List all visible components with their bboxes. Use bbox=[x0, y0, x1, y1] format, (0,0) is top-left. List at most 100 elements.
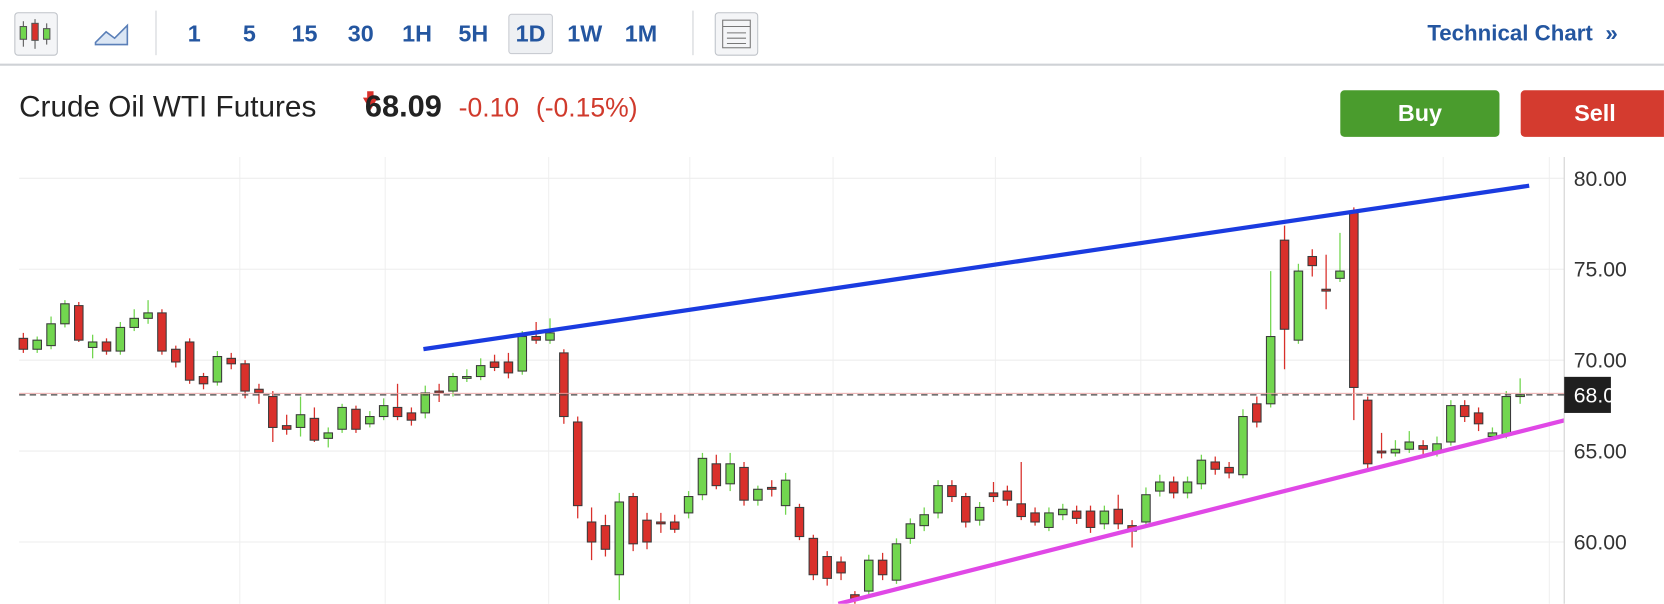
link-icon[interactable]: » bbox=[1605, 21, 1618, 46]
candle-body bbox=[1071, 510, 1082, 519]
candle-body bbox=[1390, 448, 1401, 454]
time-grid bbox=[239, 157, 1550, 604]
candle-body bbox=[420, 392, 431, 414]
candle-body bbox=[1265, 335, 1276, 405]
candle-body bbox=[683, 496, 694, 514]
candle-body bbox=[919, 514, 929, 527]
interval-button[interactable]: 5 bbox=[242, 20, 256, 47]
candle-body bbox=[725, 463, 735, 485]
interval-button[interactable]: 1 bbox=[187, 20, 201, 47]
candle-body bbox=[1016, 503, 1026, 518]
candle-body bbox=[669, 521, 680, 530]
candle-body bbox=[365, 416, 375, 425]
candle-icon-glyph bbox=[19, 19, 51, 49]
area-icon[interactable] bbox=[94, 23, 129, 46]
candle-body bbox=[392, 406, 403, 418]
candle-body bbox=[614, 501, 625, 576]
candle-body bbox=[1404, 441, 1415, 450]
candle-body bbox=[1349, 212, 1359, 388]
candle-body bbox=[101, 341, 112, 352]
candle-body bbox=[1501, 396, 1512, 436]
candle-body bbox=[1473, 412, 1484, 425]
candle-body bbox=[406, 412, 417, 421]
candle-body bbox=[60, 303, 70, 325]
link-text[interactable]: Technical Chart bbox=[1427, 21, 1593, 46]
candle-body bbox=[1446, 405, 1456, 443]
interval-button[interactable]: 15 bbox=[291, 20, 318, 47]
candle-body bbox=[1002, 490, 1013, 501]
candle-body bbox=[1224, 466, 1234, 474]
resistance-line bbox=[423, 183, 1530, 352]
candle-body bbox=[822, 556, 832, 579]
last-price-label: 68.09 bbox=[1574, 384, 1627, 407]
candle-body bbox=[711, 463, 722, 487]
sell-button[interactable]: Sell bbox=[1520, 90, 1664, 137]
candle-body bbox=[1182, 481, 1193, 494]
interval-button[interactable]: 1H bbox=[402, 20, 432, 47]
candle-body bbox=[1252, 403, 1262, 423]
candle-body bbox=[1335, 270, 1345, 279]
candle-body bbox=[1113, 508, 1124, 525]
candle-body bbox=[489, 361, 500, 368]
candle-body bbox=[1099, 510, 1110, 525]
candle-body bbox=[1085, 510, 1096, 528]
candle-body bbox=[281, 425, 292, 430]
candle-body bbox=[766, 486, 777, 490]
candle-body bbox=[226, 357, 237, 365]
last-price-box bbox=[1564, 376, 1611, 413]
candle-body bbox=[1168, 481, 1179, 494]
candle-body bbox=[1376, 450, 1387, 454]
quote-header: Crude Oil WTI Futures 68.09 -0.10 (-0.15… bbox=[19, 89, 638, 126]
candle-body bbox=[143, 312, 153, 319]
candle-body bbox=[1044, 512, 1054, 528]
candle-body bbox=[1155, 481, 1165, 492]
candle-body bbox=[129, 317, 139, 328]
candle-body bbox=[462, 376, 472, 379]
candle-body bbox=[545, 332, 555, 341]
layout-icon[interactable] bbox=[714, 12, 759, 56]
candle-body bbox=[947, 485, 957, 498]
instrument-name: Crude Oil WTI Futures bbox=[19, 90, 317, 124]
technical-chart-link[interactable]: Technical Chart » bbox=[1427, 19, 1618, 49]
y-axis: 60.00 65.00 70.00 75.00 80.00 bbox=[1574, 168, 1627, 555]
trendlines bbox=[423, 183, 1565, 604]
candle-body bbox=[434, 390, 444, 394]
candle-body bbox=[642, 519, 652, 543]
candle-body bbox=[600, 525, 611, 550]
interval-button[interactable]: 5H bbox=[458, 20, 489, 47]
interval-button[interactable]: 1M bbox=[624, 20, 658, 47]
candle-body bbox=[877, 559, 888, 576]
interval-button[interactable]: 1W bbox=[567, 20, 603, 47]
interval-button[interactable]: 1D bbox=[508, 13, 553, 55]
candle-body bbox=[891, 543, 902, 581]
price-change: -0.10 bbox=[458, 93, 520, 124]
candle-body bbox=[1293, 270, 1304, 341]
candle-body bbox=[1196, 459, 1207, 485]
candle-body bbox=[836, 561, 846, 574]
candle-body bbox=[295, 414, 306, 428]
candle-body bbox=[1279, 239, 1290, 330]
support-line bbox=[837, 418, 1565, 604]
y-tick-label: 70.00 bbox=[1574, 350, 1627, 373]
candle-body bbox=[933, 485, 943, 514]
candle-body bbox=[323, 432, 334, 439]
candle-body bbox=[1058, 508, 1068, 516]
interval-button[interactable]: 30 bbox=[347, 20, 374, 47]
candle-body bbox=[697, 457, 708, 496]
y-tick-label: 75.00 bbox=[1574, 259, 1627, 282]
candle-body bbox=[1307, 255, 1318, 267]
candle-body bbox=[628, 496, 638, 545]
candle-body bbox=[1459, 405, 1470, 418]
candle-body bbox=[1321, 288, 1331, 292]
buy-button[interactable]: Buy bbox=[1340, 90, 1500, 137]
candle-body bbox=[808, 537, 819, 576]
y-tick-label: 80.00 bbox=[1574, 168, 1627, 191]
candle-body bbox=[559, 352, 569, 418]
y-tick-label: 60.00 bbox=[1574, 531, 1627, 554]
candle-body bbox=[87, 341, 98, 348]
last-price: 68.09 bbox=[364, 90, 442, 125]
candle-body bbox=[531, 335, 541, 341]
candle-body bbox=[1030, 512, 1040, 523]
candle-body bbox=[572, 421, 583, 507]
